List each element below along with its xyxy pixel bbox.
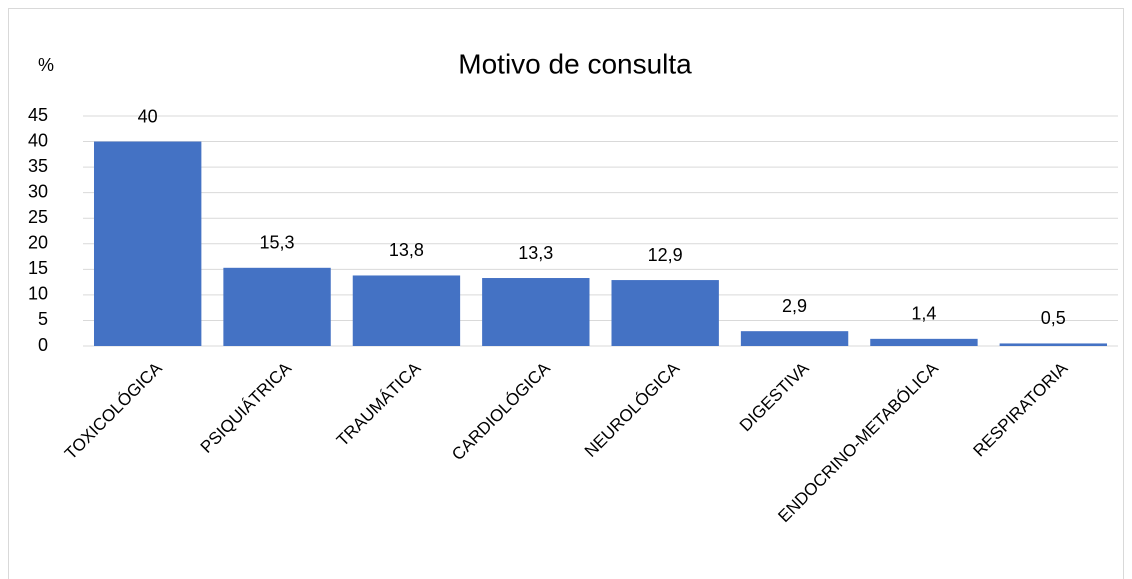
data-label: 2,9 bbox=[782, 296, 807, 316]
bar bbox=[482, 278, 590, 346]
data-label: 15,3 bbox=[260, 233, 295, 253]
y-tick-label: 0 bbox=[38, 335, 48, 355]
y-tick-label: 40 bbox=[28, 130, 48, 150]
x-tick-label: NEUROLÓGICA bbox=[581, 358, 684, 461]
data-label: 40 bbox=[138, 106, 158, 126]
y-axis-label: % bbox=[38, 55, 54, 75]
y-tick-label: 10 bbox=[28, 284, 48, 304]
data-label: 13,3 bbox=[518, 243, 553, 263]
x-tick-label: PSIQUIÁTRICA bbox=[197, 358, 296, 457]
y-tick-label: 15 bbox=[28, 258, 48, 278]
x-tick-label: DIGESTIVA bbox=[736, 358, 813, 435]
y-tick-label: 25 bbox=[28, 207, 48, 227]
bar bbox=[223, 267, 331, 346]
data-label: 13,8 bbox=[389, 240, 424, 260]
data-label: 1,4 bbox=[911, 304, 936, 324]
x-tick-label: CARDIOLÓGICA bbox=[448, 358, 554, 464]
chart-title: Motivo de consulta bbox=[458, 48, 692, 79]
y-tick-label: 5 bbox=[38, 309, 48, 329]
x-tick-label: RESPIRATORIA bbox=[969, 358, 1071, 460]
bar bbox=[740, 331, 849, 346]
bar bbox=[93, 141, 202, 346]
data-label: 0,5 bbox=[1041, 308, 1066, 328]
x-tick-label: TOXICOLÓGICA bbox=[61, 358, 166, 463]
y-tick-label: 35 bbox=[28, 156, 48, 176]
y-tick-label: 20 bbox=[28, 233, 48, 253]
bar bbox=[352, 275, 461, 346]
data-label: 12,9 bbox=[648, 245, 683, 265]
y-tick-label: 45 bbox=[28, 105, 48, 125]
bar bbox=[870, 338, 978, 346]
y-tick-label: 30 bbox=[28, 181, 48, 201]
x-tick-label: TRAUMÁTICA bbox=[333, 358, 425, 450]
chart-frame bbox=[8, 8, 1124, 579]
bar bbox=[999, 343, 1108, 346]
bar bbox=[611, 280, 719, 346]
